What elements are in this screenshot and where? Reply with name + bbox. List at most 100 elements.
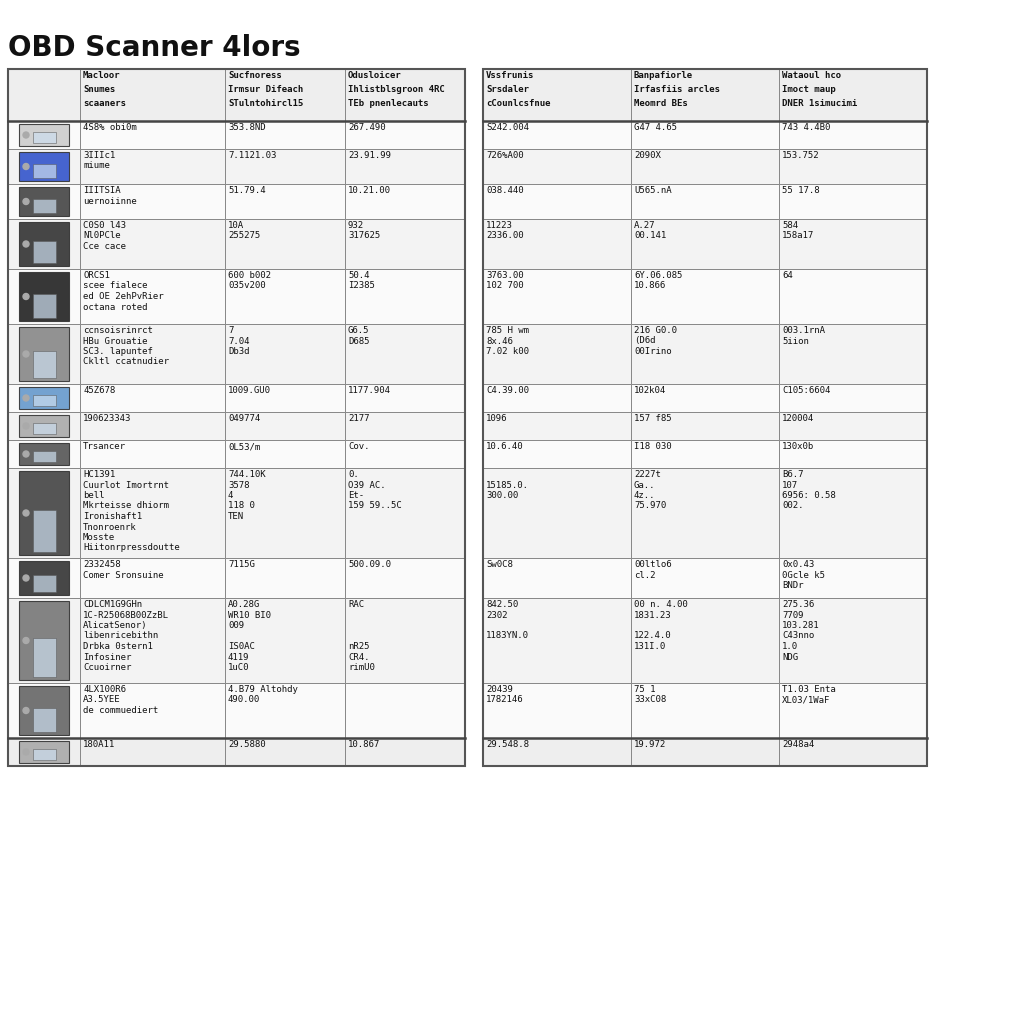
Bar	[225, 150, 345, 184]
Bar	[80, 324, 225, 384]
Bar	[225, 121, 345, 150]
Text: 4119: 4119	[228, 652, 250, 662]
Text: (D6d: (D6d	[634, 337, 655, 345]
Text: NDG: NDG	[782, 652, 798, 662]
Text: 2302: 2302	[486, 610, 508, 620]
Text: Cuurlot Imortrnt: Cuurlot Imortrnt	[83, 480, 169, 489]
Bar	[779, 121, 927, 150]
Bar	[80, 598, 225, 683]
Bar	[779, 69, 927, 121]
Text: 275.36: 275.36	[782, 600, 814, 609]
Bar	[19, 686, 69, 735]
Text: 353.8ND: 353.8ND	[228, 123, 265, 132]
Text: 130x0b: 130x0b	[782, 442, 814, 451]
Text: 1009.GU0: 1009.GU0	[228, 386, 271, 395]
Text: ccnsoisrinrct: ccnsoisrinrct	[83, 326, 153, 335]
Bar	[19, 741, 69, 763]
Bar	[225, 412, 345, 440]
Bar	[483, 598, 631, 683]
Text: 4z..: 4z..	[634, 490, 655, 500]
Text: 157 f85: 157 f85	[634, 414, 672, 423]
Bar	[483, 738, 631, 766]
Text: ed OE 2ehPvRier: ed OE 2ehPvRier	[83, 292, 164, 301]
Bar	[779, 184, 927, 219]
Text: BNDr: BNDr	[782, 581, 804, 590]
Text: Ccuoirner: Ccuoirner	[83, 663, 131, 672]
Text: 10.866: 10.866	[634, 282, 667, 291]
Text: 035v200: 035v200	[228, 282, 265, 291]
Bar	[779, 738, 927, 766]
Text: 11223: 11223	[486, 221, 513, 230]
Text: Mosste: Mosste	[83, 534, 116, 542]
Bar	[19, 387, 69, 409]
Bar	[80, 440, 225, 468]
Bar	[33, 575, 55, 592]
Bar	[33, 510, 55, 552]
Text: Ihlistblsgroon 4RC: Ihlistblsgroon 4RC	[348, 85, 444, 94]
Text: 1C-R25068B00ZzBL: 1C-R25068B00ZzBL	[83, 610, 169, 620]
Bar	[80, 412, 225, 440]
Bar	[8, 598, 80, 683]
Bar	[345, 440, 465, 468]
Text: de commuediert: de commuediert	[83, 706, 159, 715]
Text: 122.4.0: 122.4.0	[634, 632, 672, 640]
Text: WR10 BI0: WR10 BI0	[228, 610, 271, 620]
Text: scee fialece: scee fialece	[83, 282, 147, 291]
Bar	[483, 440, 631, 468]
Text: TEb pnenlecauts: TEb pnenlecauts	[348, 99, 429, 108]
Bar	[483, 558, 631, 598]
Text: Odusloicer: Odusloicer	[348, 71, 401, 80]
Bar	[345, 683, 465, 738]
Text: libenricebithn: libenricebithn	[83, 632, 159, 640]
Text: 003.1rnA: 003.1rnA	[782, 326, 825, 335]
Bar	[483, 219, 631, 269]
Bar	[225, 440, 345, 468]
Text: Meomrd BEs: Meomrd BEs	[634, 99, 688, 108]
Text: Macloor: Macloor	[83, 71, 121, 80]
Text: 50.4: 50.4	[348, 271, 370, 280]
Text: rimU0: rimU0	[348, 663, 375, 672]
Text: Imoct maup: Imoct maup	[782, 85, 836, 94]
Circle shape	[23, 132, 29, 138]
Text: 1.0: 1.0	[782, 642, 798, 651]
Bar	[80, 219, 225, 269]
Text: STulntohircl15: STulntohircl15	[228, 99, 303, 108]
Text: octana roted: octana roted	[83, 302, 147, 311]
Text: 1183YN.0: 1183YN.0	[486, 632, 529, 640]
Text: 744.10K: 744.10K	[228, 470, 265, 479]
Text: 1177.904: 1177.904	[348, 386, 391, 395]
Text: 23.91.99: 23.91.99	[348, 151, 391, 160]
Bar	[483, 468, 631, 558]
Bar	[225, 738, 345, 766]
Text: 7.02 k00: 7.02 k00	[486, 347, 529, 356]
Bar	[8, 412, 80, 440]
Text: Trsancer: Trsancer	[83, 442, 126, 451]
Text: 7115G: 7115G	[228, 560, 255, 569]
Text: D685: D685	[348, 337, 370, 345]
Text: 600 b002: 600 b002	[228, 271, 271, 280]
Text: 6Y.06.085: 6Y.06.085	[634, 271, 682, 280]
Bar	[8, 69, 80, 121]
Bar	[483, 269, 631, 324]
Bar	[631, 121, 779, 150]
Bar	[631, 269, 779, 324]
Bar	[80, 150, 225, 184]
Text: uernoiinne: uernoiinne	[83, 197, 137, 206]
Text: Nl0PCle: Nl0PCle	[83, 231, 121, 241]
Text: 785 H wm: 785 H wm	[486, 326, 529, 335]
Text: 00.141: 00.141	[634, 231, 667, 241]
Text: AlicatSenor): AlicatSenor)	[83, 621, 147, 630]
Text: Irmsur Difeach: Irmsur Difeach	[228, 85, 303, 94]
Text: 4LX100R6: 4LX100R6	[83, 685, 126, 694]
Text: 107: 107	[782, 480, 798, 489]
Text: Db3d: Db3d	[228, 347, 250, 356]
Bar	[8, 184, 80, 219]
Circle shape	[23, 575, 29, 581]
Text: 64: 64	[782, 271, 793, 280]
Bar	[345, 558, 465, 598]
Text: G47 4.65: G47 4.65	[634, 123, 677, 132]
Bar	[345, 121, 465, 150]
Circle shape	[23, 749, 29, 755]
Text: 3763.00: 3763.00	[486, 271, 523, 280]
Bar	[779, 150, 927, 184]
